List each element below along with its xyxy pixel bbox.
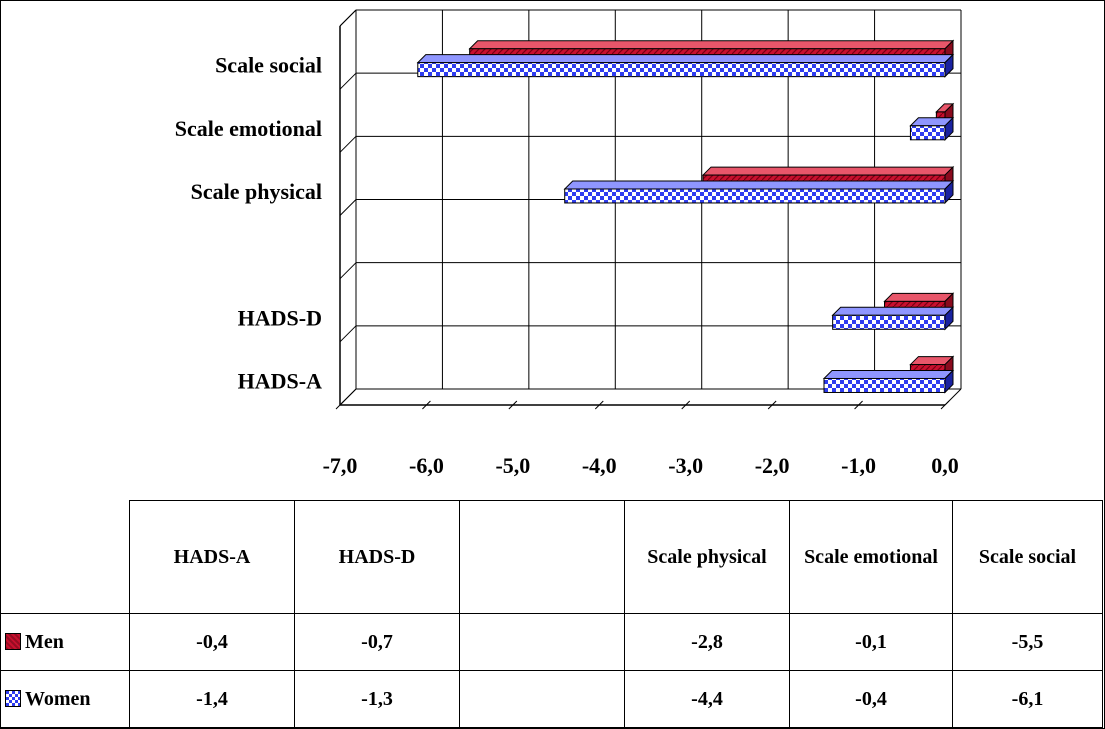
table-cell: -0,4 [789, 670, 953, 728]
column-header [459, 500, 625, 614]
x-tick-label: -3,0 [668, 453, 703, 478]
bar-top-face [822, 369, 955, 379]
bar-front-face [823, 377, 946, 393]
x-tick [854, 400, 863, 410]
table-cell: -0,1 [789, 613, 953, 671]
table-cell: -1,3 [294, 670, 460, 728]
bar-top-face [468, 40, 955, 50]
table-cell: -1,4 [129, 670, 295, 728]
table-cell: -5,5 [952, 613, 1103, 671]
category-label: Scale social [215, 53, 322, 78]
table-cell [459, 670, 625, 728]
bar-women [416, 53, 955, 78]
men-legend-swatch [5, 632, 21, 650]
bar-women [831, 306, 955, 331]
labels-layer: -7,0 -6,0 -5,0 -4,0 -3,0 -2,0 -1,0 0,0 HADS-A HAD… [175, 53, 959, 478]
bar-women [822, 369, 955, 394]
column-header: Scale physical [624, 500, 790, 614]
table-cell: -2,8 [624, 613, 790, 671]
data-table: HADS-A HADS-D Scale physical Scale emoti… [0, 500, 1103, 728]
table-header-row: HADS-A HADS-D Scale physical Scale emoti… [0, 500, 1103, 614]
series-label-women: Women [0, 670, 130, 728]
bar-top-face [831, 306, 955, 316]
bar-women [563, 179, 955, 205]
x-tick-label: -7,0 [323, 453, 358, 478]
x-tick [940, 400, 950, 410]
x-tick-label: 0,0 [931, 453, 959, 478]
table-cell: -0,7 [294, 613, 460, 671]
series-label-men: Men [0, 613, 130, 671]
bar-front-face [909, 125, 946, 141]
category-label: Scale physical [191, 179, 322, 204]
bar-top-face [563, 180, 955, 190]
bars-layer [416, 39, 955, 394]
table-cell: -4,4 [624, 670, 790, 728]
bar-front-face [832, 314, 946, 330]
series-name: Men [25, 630, 64, 653]
series-name: Women [25, 687, 91, 710]
y-tick [339, 262, 357, 280]
table-row: Women -1,4 -1,3 -4,4 -0,4 -6,1 [0, 670, 1103, 728]
bar-chart: -7,0 -6,0 -5,0 -4,0 -3,0 -2,0 -1,0 0,0 HADS-A HAD… [175, 9, 962, 478]
women-legend-swatch [5, 689, 21, 707]
y-tick [339, 9, 357, 27]
y-tick [339, 72, 357, 90]
bar-top-face [416, 54, 955, 64]
x-tick [594, 400, 604, 410]
category-label: HADS-D [238, 305, 322, 330]
x-tick-label: -1,0 [841, 453, 876, 478]
table-cell [459, 613, 625, 671]
category-label: HADS-A [238, 369, 322, 394]
column-header: HADS-D [294, 500, 460, 614]
y-tick [339, 199, 357, 216]
table-row: Men -0,4 -0,7 -2,8 -0,1 -5,5 [0, 613, 1103, 671]
category-label: Scale emotional [175, 116, 322, 141]
bar-women [909, 116, 955, 142]
y-tick [339, 325, 357, 343]
x-tick-label: -2,0 [755, 453, 790, 478]
x-tick-label: -6,0 [409, 453, 444, 478]
x-tick-label: -4,0 [582, 453, 617, 478]
column-header: Scale emotional [789, 500, 953, 614]
bar-front-face [417, 62, 946, 78]
y-tick [339, 388, 357, 406]
bar-top-face [701, 166, 955, 176]
x-tick-label: -5,0 [495, 453, 530, 478]
x-tick [508, 400, 518, 410]
column-header: HADS-A [129, 500, 295, 614]
table-cell: -0,4 [129, 613, 295, 671]
bar-top-face [883, 292, 955, 302]
column-header: Scale social [952, 500, 1103, 614]
table-cell: -6,1 [952, 670, 1103, 728]
bar-front-face [564, 188, 946, 204]
x-tick [422, 400, 431, 410]
y-tick [339, 135, 357, 153]
x-tick [767, 400, 777, 410]
table-corner [0, 500, 130, 614]
x-tick [681, 400, 691, 410]
